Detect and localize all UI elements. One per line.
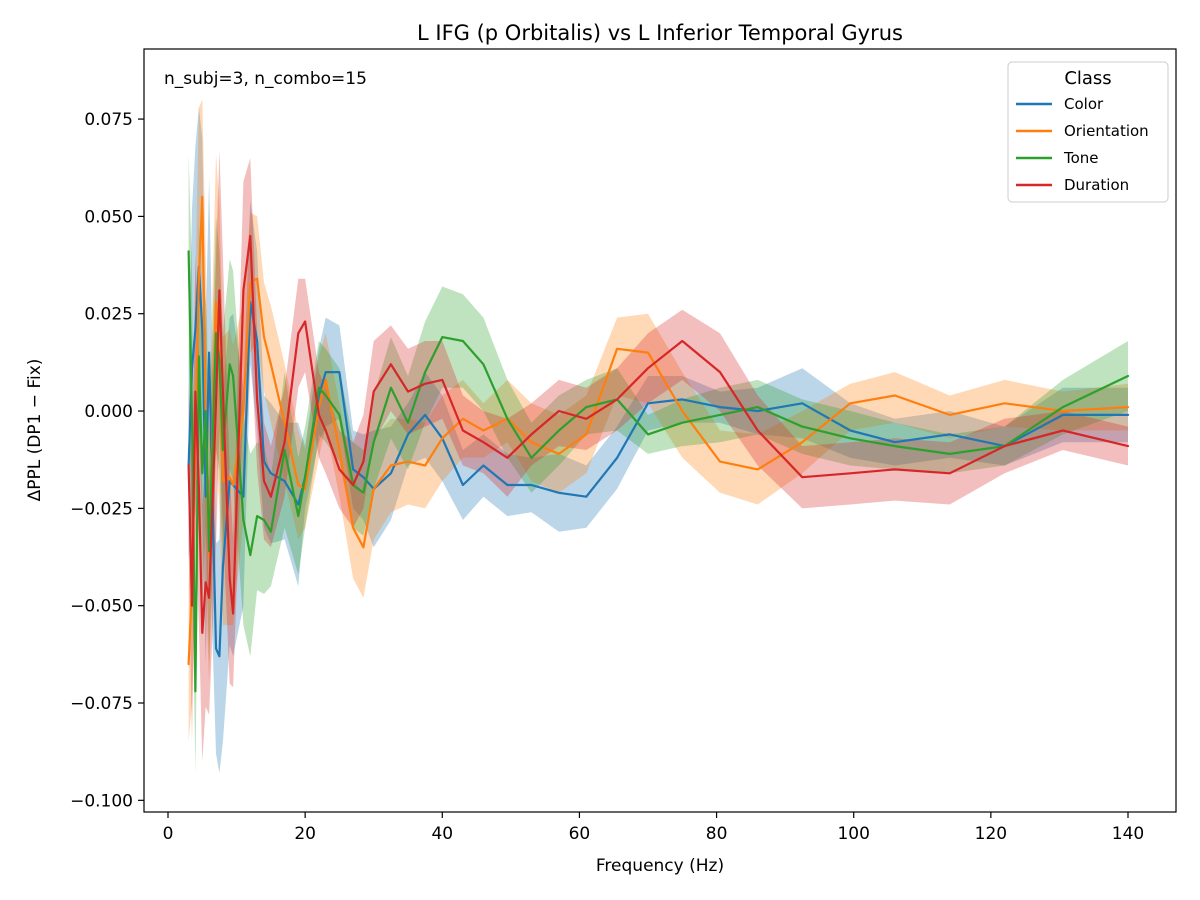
band-tone xyxy=(188,154,1129,774)
x-axis-label: Frequency (Hz) xyxy=(596,856,724,876)
legend-label-duration: Duration xyxy=(1064,176,1129,194)
band-orientation xyxy=(188,99,1129,742)
y-tick-label: 0.000 xyxy=(84,402,133,422)
y-tick-label: −0.025 xyxy=(70,499,133,519)
band-color xyxy=(188,107,1129,774)
confidence-bands xyxy=(188,99,1129,774)
x-axis-ticks: 0 20 40 60 80 100 120 140 xyxy=(163,812,1144,844)
x-tick-label: 140 xyxy=(1112,824,1144,844)
x-tick-label: 80 xyxy=(706,824,728,844)
chart-title: L IFG (p Orbitalis) vs L Inferior Tempor… xyxy=(417,21,903,45)
plot-frame xyxy=(143,48,1177,813)
legend: Class Color Orientation Tone Duration xyxy=(1007,61,1169,203)
legend-items: Color Orientation Tone Duration xyxy=(1016,95,1149,194)
series-lines xyxy=(187,195,1130,693)
y-tick-label: 0.025 xyxy=(84,305,133,325)
line-tone xyxy=(187,250,1130,693)
x-tick-label: 60 xyxy=(569,824,591,844)
x-tick-label: 0 xyxy=(163,824,174,844)
legend-label-orientation: Orientation xyxy=(1064,122,1149,140)
legend-box xyxy=(1007,61,1169,203)
y-axis-ticks: −0.100 −0.075 −0.050 −0.025 0.000 0.025 0.050 0… xyxy=(70,110,144,811)
annotation-text: n_subj=3, n_combo=15 xyxy=(164,69,367,89)
y-tick-label: −0.075 xyxy=(70,694,133,714)
y-tick-label: −0.100 xyxy=(70,791,133,811)
band-duration xyxy=(188,150,1129,762)
y-tick-label: 0.075 xyxy=(84,110,133,130)
legend-title: Class xyxy=(1064,68,1111,89)
y-axis-label: ΔPPL (DP1 − Fix) xyxy=(25,359,45,502)
y-tick-label: 0.050 xyxy=(84,207,133,227)
x-tick-label: 40 xyxy=(431,824,453,844)
legend-label-tone: Tone xyxy=(1063,149,1099,167)
y-tick-label: −0.050 xyxy=(70,597,133,617)
x-tick-label: 100 xyxy=(837,824,869,844)
legend-label-color: Color xyxy=(1064,95,1104,113)
x-tick-label: 120 xyxy=(975,824,1007,844)
x-tick-label: 20 xyxy=(294,824,316,844)
line-duration xyxy=(187,234,1130,635)
